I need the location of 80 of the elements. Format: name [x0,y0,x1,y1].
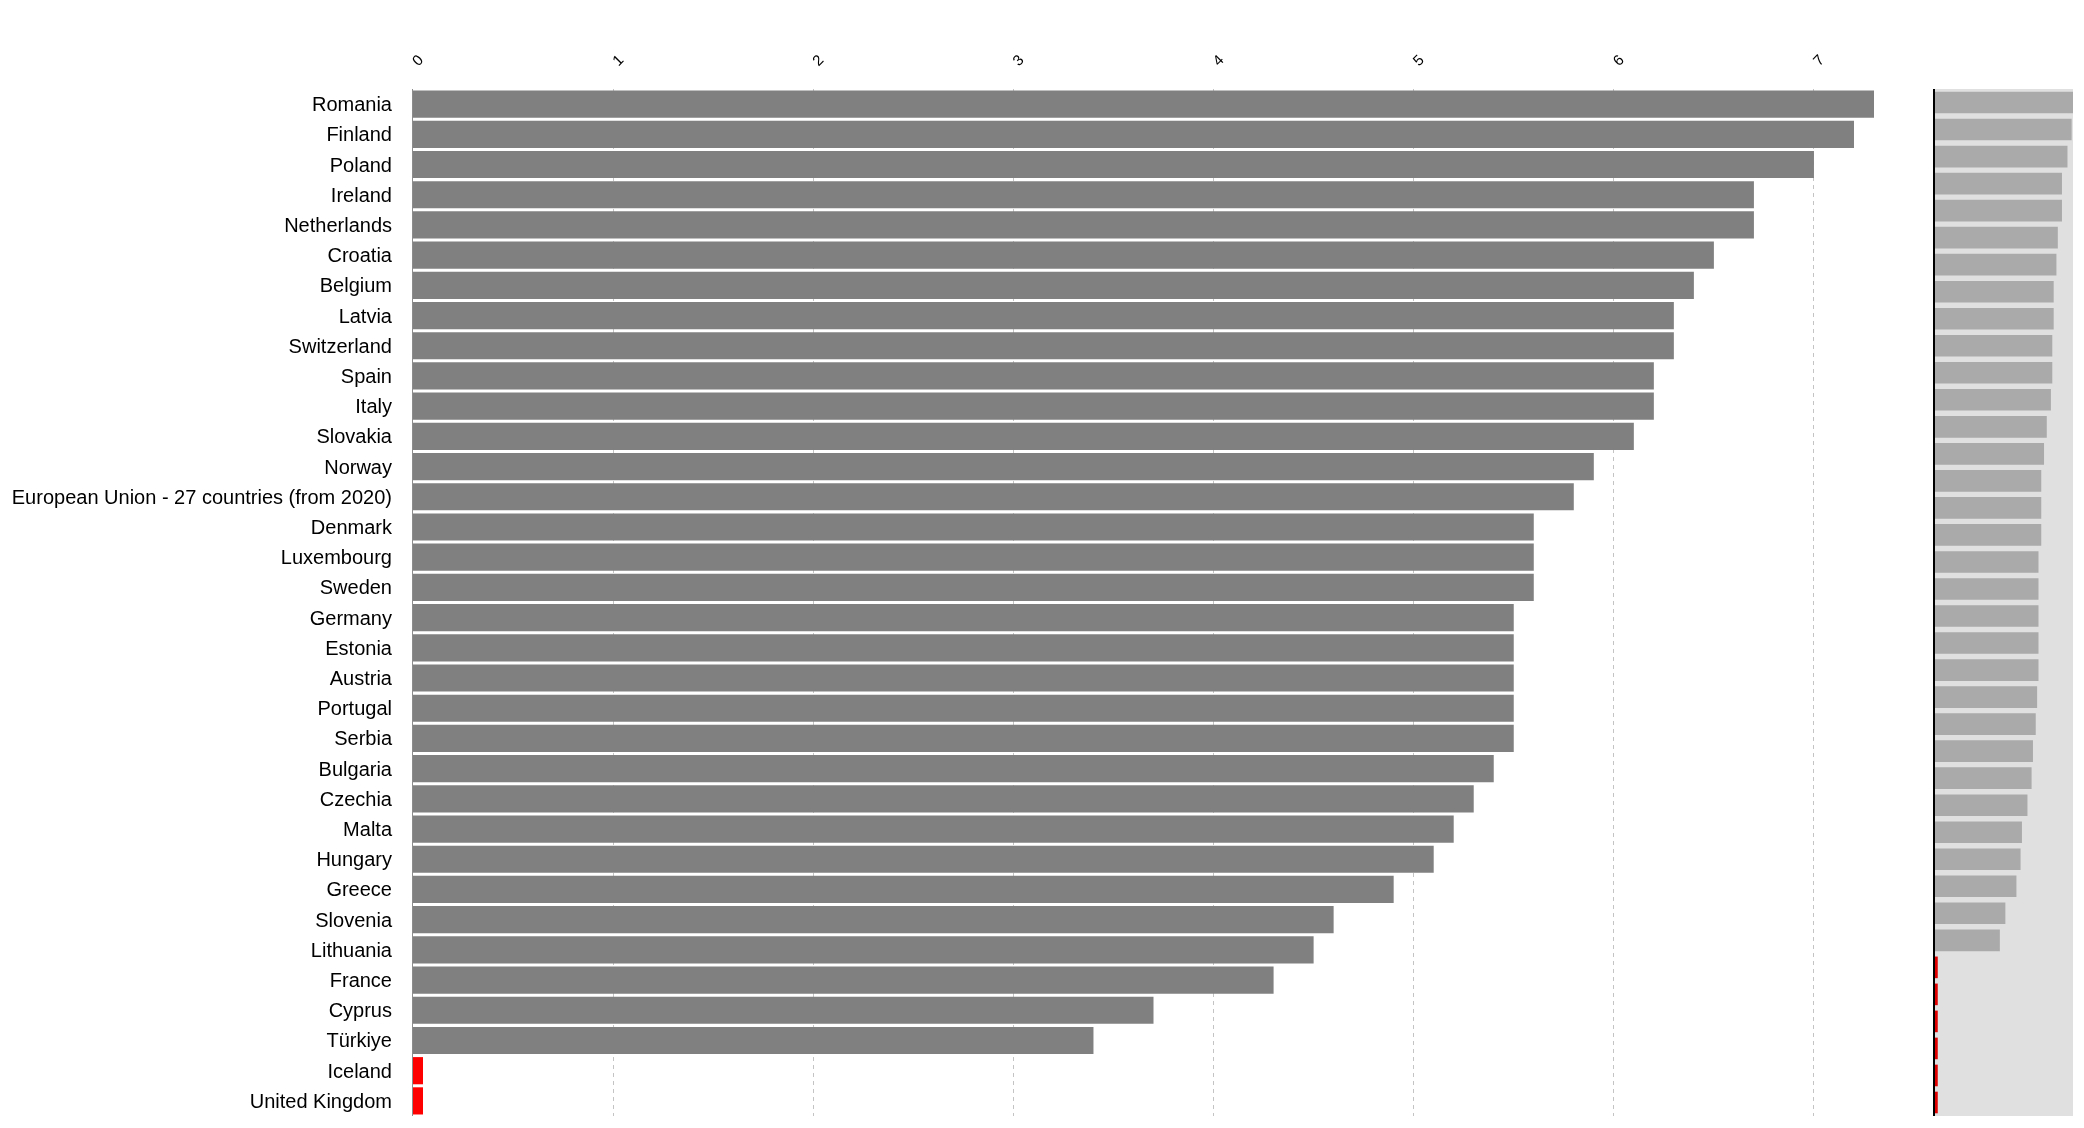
bar [1935,361,2053,384]
bar [1935,659,2039,681]
y-tick-label: European Union - 27 countries (from 2020) [11,485,392,508]
bar [1935,632,2039,654]
x-tick-label: 5 [1409,51,1427,69]
bar [1935,388,2051,411]
y-tick-label: Germany [309,606,392,629]
bar [1935,416,2047,438]
bar [1935,767,2032,789]
y-tick-label: Slovenia [315,908,393,931]
y-tick-label: Norway [324,455,392,478]
y-tick-label: Romania [311,93,393,116]
y-tick-label: Spain [340,364,392,387]
y-tick-label: Malta [343,818,393,841]
bar [1935,983,1938,1006]
y-tick-label: Poland [329,153,392,176]
bar [1935,1037,1938,1060]
bar [1935,578,2039,600]
y-tick-label: Netherlands [284,213,392,236]
bar [1935,875,2017,898]
bar [1935,118,2072,141]
y-tick-label: Belgium [319,274,392,297]
bar [1935,443,2045,465]
x-tick-label: 6 [1609,51,1628,69]
y-tick-label: Slovakia [316,425,393,448]
bar [1935,470,2042,492]
bar [1935,848,2021,871]
bar [1935,551,2039,573]
y-tick-label: Czechia [319,787,393,810]
bar [1935,929,2000,952]
x-tick-label: 7 [1809,51,1828,69]
y-tick-label: Estonia [325,636,393,659]
bar [1935,821,2022,844]
bar [1935,956,1938,979]
bar [1935,91,2073,114]
y-tick-label: Portugal [317,697,392,720]
bar [1935,172,2062,195]
y-tick-label: Serbia [334,727,393,750]
y-tick-label: Luxembourg [280,546,392,569]
x-tick-label: 1 [608,51,627,69]
bar [1935,740,2033,762]
bar [1935,686,2038,708]
x-tick-label: 2 [808,51,827,69]
bar [1935,1064,1938,1087]
x-tick-label: 0 [408,51,427,69]
bar [1935,497,2042,519]
bar [1935,902,2006,925]
y-tick-label: France [329,969,392,992]
y-tick-label: Türkiye [326,1029,392,1052]
y-tick-label: Ireland [330,183,392,206]
bar [1935,1091,1938,1114]
y-tick-label: Italy [355,395,392,418]
y-tick-label: Sweden [319,576,392,599]
y-tick-label: Greece [326,878,392,901]
y-tick-label: United Kingdom [249,1089,392,1112]
y-tick-label: Finland [326,123,392,146]
bar [1935,253,2057,276]
bar [1935,1010,1938,1033]
bar [1935,145,2068,168]
bar [1935,280,2054,303]
y-tick-label: Hungary [316,848,392,871]
y-tick-label: Bulgaria [318,757,393,780]
y-tick-label: Austria [329,667,393,690]
bar [1935,794,2028,817]
y-tick-label: Cyprus [328,999,392,1022]
x-tick-label: 4 [1208,51,1227,69]
bar [1935,713,2036,735]
y-tick-label: Switzerland [288,334,392,357]
bar [1935,307,2054,330]
bar [1935,199,2062,222]
y-tick-label: Denmark [310,515,393,538]
bar [1935,524,2042,546]
y-tick-label: Iceland [327,1059,392,1082]
y-tick-label: Lithuania [310,938,393,961]
y-tick-label: Latvia [338,304,393,327]
bar [1935,605,2039,627]
bar [1935,334,2053,357]
y-tick-label: Croatia [327,244,393,267]
bar [1935,226,2058,249]
x-tick-label: 3 [1008,51,1027,69]
